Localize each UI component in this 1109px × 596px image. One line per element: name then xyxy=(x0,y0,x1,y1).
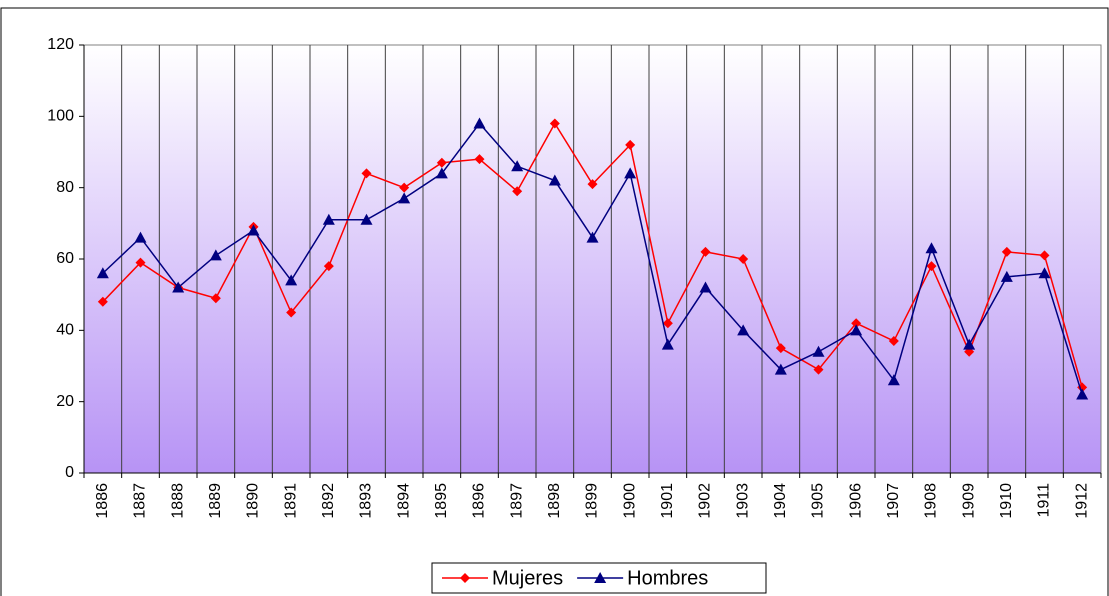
point-marker xyxy=(925,242,938,254)
point-marker xyxy=(586,231,599,243)
point-marker xyxy=(135,257,146,268)
point-marker xyxy=(624,167,637,179)
x-tick-label: 1912 xyxy=(1073,483,1090,519)
point-marker xyxy=(738,254,749,264)
point-marker xyxy=(587,179,598,190)
y-tick-label: 60 xyxy=(56,250,74,267)
point-marker xyxy=(285,274,298,286)
x-tick-label: 1904 xyxy=(772,483,789,519)
point-marker xyxy=(963,338,976,350)
x-tick-label: 1900 xyxy=(621,483,638,519)
point-marker xyxy=(699,281,712,293)
legend: Mujeres Hombres xyxy=(431,562,767,594)
point-marker xyxy=(813,364,824,375)
point-marker xyxy=(888,336,899,347)
point-marker xyxy=(399,182,410,193)
y-tick-label: 120 xyxy=(47,36,74,53)
x-tick-label: 1903 xyxy=(734,483,751,519)
point-marker xyxy=(96,267,109,279)
point-marker xyxy=(662,318,673,329)
point-marker xyxy=(700,246,711,257)
point-marker xyxy=(548,174,561,186)
point-marker xyxy=(850,324,863,336)
x-tick-label: 1898 xyxy=(546,483,563,519)
point-marker xyxy=(851,318,862,329)
x-tick-label: 1899 xyxy=(584,483,601,519)
point-marker xyxy=(812,345,825,357)
x-tick-label: 1887 xyxy=(132,483,149,519)
point-marker xyxy=(323,261,334,272)
legend-label: Hombres xyxy=(627,567,708,589)
x-tick-label: 1895 xyxy=(433,483,450,519)
y-tick-label: 80 xyxy=(56,179,74,196)
legend-marker xyxy=(594,572,607,583)
x-tick-label: 1894 xyxy=(395,483,412,519)
point-marker xyxy=(210,293,221,304)
legend-marker xyxy=(460,573,470,583)
point-marker xyxy=(775,343,786,354)
point-marker xyxy=(1001,246,1012,257)
x-tick-label: 1892 xyxy=(320,483,337,519)
y-tick-label: 40 xyxy=(56,322,74,339)
point-marker xyxy=(360,213,373,225)
x-tick-label: 1905 xyxy=(810,483,827,519)
x-tick-label: 1886 xyxy=(94,483,111,519)
point-marker xyxy=(1038,267,1051,279)
point-marker xyxy=(511,160,524,172)
point-marker xyxy=(322,213,335,225)
point-marker xyxy=(474,154,485,165)
legend-label: Mujeres xyxy=(492,567,563,589)
x-tick-label: 1911 xyxy=(1036,483,1053,518)
x-tick-label: 1906 xyxy=(847,483,864,519)
point-marker xyxy=(97,296,108,307)
point-marker xyxy=(1000,270,1013,282)
x-tick-label: 1893 xyxy=(358,483,375,519)
point-marker xyxy=(209,249,222,261)
point-marker xyxy=(172,281,185,293)
point-marker xyxy=(435,167,448,179)
x-tick-label: 1910 xyxy=(998,483,1015,519)
x-tick-label: 1889 xyxy=(207,483,224,519)
point-marker xyxy=(361,168,372,179)
point-marker xyxy=(286,307,297,318)
x-tick-label: 1907 xyxy=(885,483,902,519)
x-tick-label: 1908 xyxy=(923,483,940,519)
point-marker xyxy=(473,117,486,129)
point-marker xyxy=(134,231,147,243)
point-marker xyxy=(661,338,674,350)
x-tick-label: 1902 xyxy=(697,483,714,519)
point-marker xyxy=(737,324,750,336)
x-tick-label: 1901 xyxy=(659,483,676,519)
x-tick-label: 1890 xyxy=(245,483,262,519)
x-tick-label: 1888 xyxy=(169,483,186,519)
chart-frame xyxy=(0,7,1109,596)
y-tick-label: 100 xyxy=(47,108,74,125)
point-marker xyxy=(625,139,636,150)
x-tick-label: 1909 xyxy=(960,483,977,519)
point-marker xyxy=(926,261,937,272)
point-marker xyxy=(1039,250,1050,261)
y-tick-label: 0 xyxy=(65,464,74,481)
point-marker xyxy=(398,192,411,204)
point-marker xyxy=(887,374,900,386)
point-marker xyxy=(1076,388,1089,400)
x-tick-label: 1896 xyxy=(471,483,488,519)
x-tick-label: 1897 xyxy=(508,483,525,519)
point-marker xyxy=(549,118,560,129)
point-marker xyxy=(512,186,523,197)
point-marker xyxy=(247,224,260,236)
x-tick-label: 1891 xyxy=(282,483,299,519)
y-tick-label: 20 xyxy=(56,393,74,410)
point-marker xyxy=(436,157,447,168)
point-marker xyxy=(774,363,787,375)
